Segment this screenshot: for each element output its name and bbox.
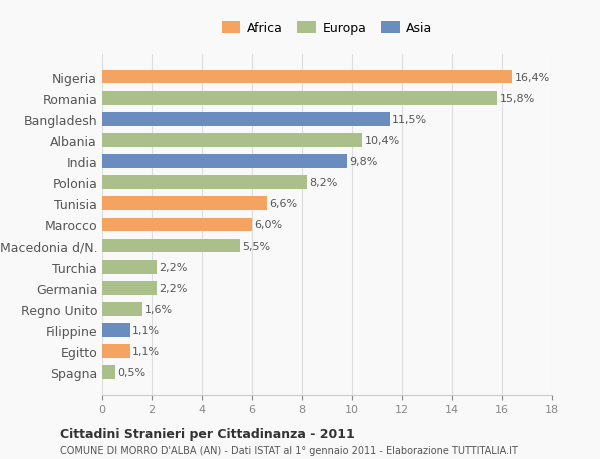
Bar (102, 197, 267, 211)
Text: Cittadini Stranieri per Cittadinanza - 2011: Cittadini Stranieri per Cittadinanza - 2… (60, 427, 355, 440)
Text: 1,6%: 1,6% (145, 304, 173, 314)
Text: 15,8%: 15,8% (499, 94, 535, 103)
Text: 8,2%: 8,2% (310, 178, 338, 188)
Bar (102, 176, 307, 190)
Text: 5,5%: 5,5% (242, 241, 270, 251)
Text: COMUNE DI MORRO D'ALBA (AN) - Dati ISTAT al 1° gennaio 2011 - Elaborazione TUTTI: COMUNE DI MORRO D'ALBA (AN) - Dati ISTAT… (60, 445, 518, 455)
Bar (102, 281, 157, 295)
Text: 6,0%: 6,0% (254, 220, 283, 230)
Bar (102, 92, 497, 105)
Text: 9,8%: 9,8% (349, 157, 378, 167)
Text: 1,1%: 1,1% (132, 325, 160, 335)
Bar (102, 239, 239, 253)
Bar (102, 260, 157, 274)
Bar (102, 324, 130, 337)
Bar (102, 112, 389, 126)
Bar (102, 134, 362, 147)
Bar (102, 345, 130, 358)
Text: 1,1%: 1,1% (132, 347, 160, 356)
Legend: Africa, Europa, Asia: Africa, Europa, Asia (217, 17, 437, 40)
Text: 2,2%: 2,2% (160, 283, 188, 293)
Text: 2,2%: 2,2% (160, 262, 188, 272)
Bar (102, 218, 252, 232)
Text: 16,4%: 16,4% (515, 73, 550, 82)
Text: 11,5%: 11,5% (392, 115, 427, 124)
Bar (102, 155, 347, 168)
Text: 0,5%: 0,5% (117, 368, 145, 377)
Bar (102, 302, 142, 316)
Bar (102, 366, 115, 379)
Text: 10,4%: 10,4% (365, 135, 400, 146)
Text: 6,6%: 6,6% (269, 199, 298, 209)
Bar (102, 71, 512, 84)
